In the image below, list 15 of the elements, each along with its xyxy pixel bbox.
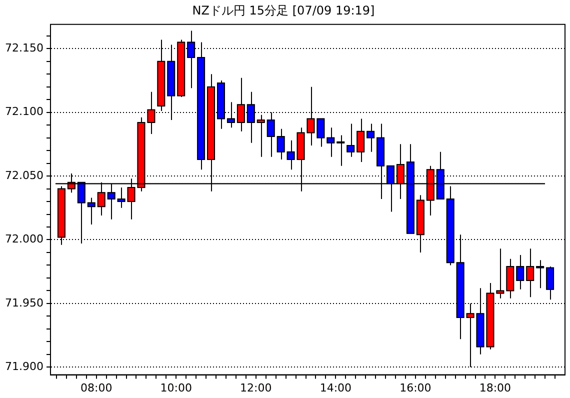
x-tick-label: 08:00	[80, 381, 112, 394]
candlestick	[496, 248, 504, 299]
y-tick-label: 71.950	[4, 296, 44, 310]
x-tick-label: 16:00	[400, 381, 432, 394]
chart-title: NZドル円 15分足 [07/09 19:19]	[192, 3, 375, 18]
y-tick-label: 71.900	[4, 360, 44, 374]
x-tick-label: 18:00	[479, 381, 512, 394]
y-tick-label: 72.100	[4, 105, 44, 118]
candlestick	[316, 118, 325, 148]
y-tick-label: 72.050	[4, 168, 44, 182]
y-tick-label: 72.000	[4, 232, 44, 246]
x-tick-label: 10:00	[160, 381, 192, 394]
x-tick-label: 14:00	[320, 381, 352, 394]
y-tick-label: 72.150	[4, 41, 44, 54]
x-tick-label: 12:00	[240, 381, 272, 394]
